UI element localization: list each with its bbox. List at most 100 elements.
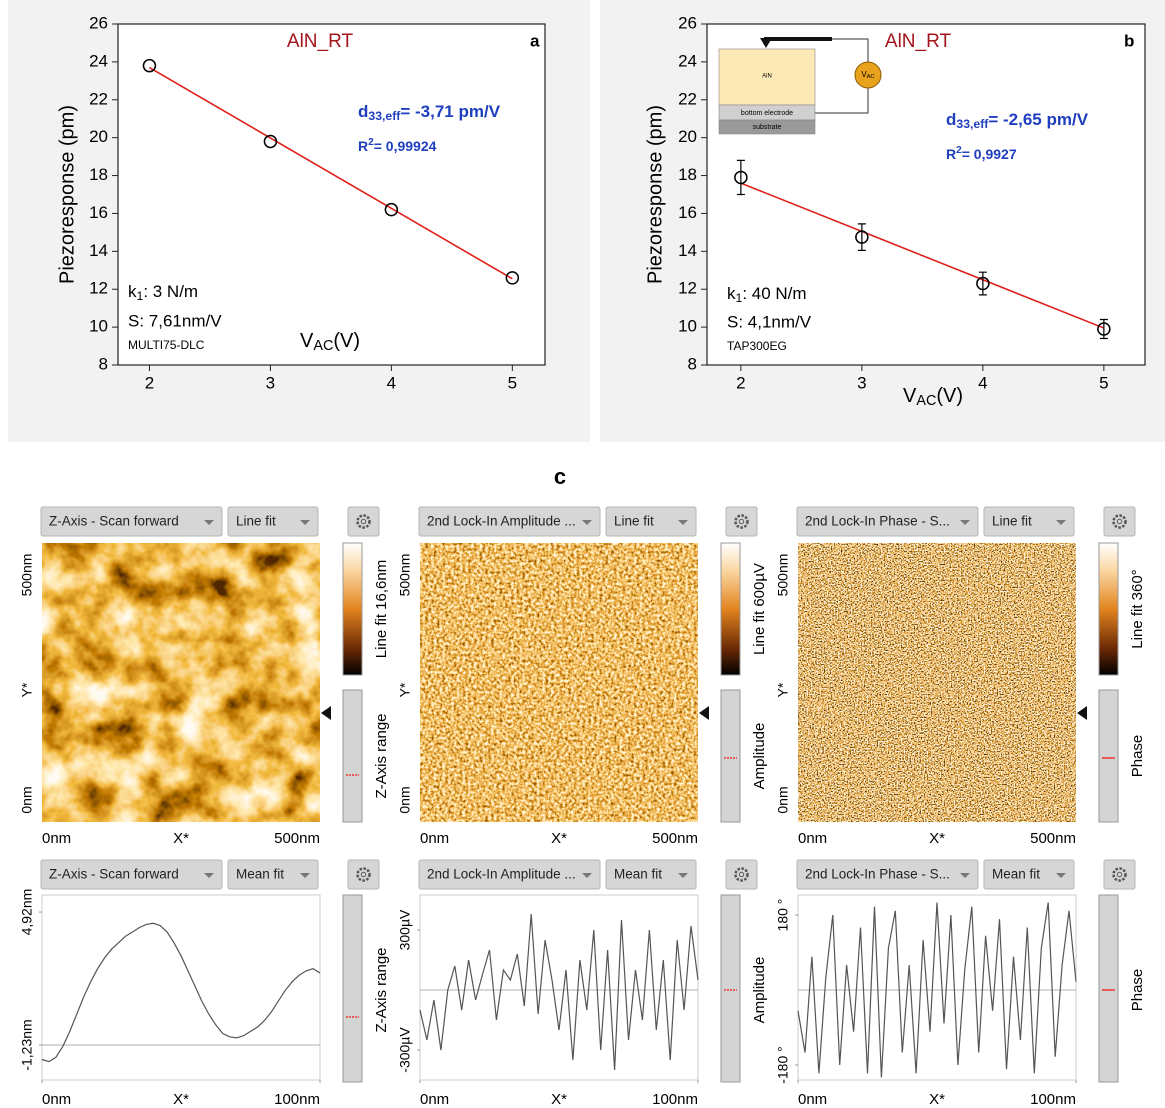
d33-annotation-part: = -2,65 pm/V bbox=[988, 110, 1088, 129]
dropdown bbox=[418, 506, 601, 537]
data-point bbox=[505, 271, 520, 285]
inset-layer-label: AlN bbox=[762, 74, 772, 80]
y-tick-label: 24 bbox=[89, 51, 108, 70]
y-tick-label: -300µV bbox=[397, 1027, 413, 1073]
r2-annotation-part: = 0,99924 bbox=[374, 138, 437, 154]
r2-annotation-part: = 0,9927 bbox=[962, 146, 1017, 162]
dropdown-arrow bbox=[582, 520, 592, 525]
settings-button bbox=[1103, 506, 1136, 537]
spring-constant: k1: 3 N/m bbox=[128, 282, 198, 302]
r2-annotation-part: R bbox=[358, 138, 368, 154]
y-axis-label: Piezoresponse (pm) bbox=[56, 105, 78, 284]
colorbar bbox=[720, 542, 741, 676]
x-axis-label-part: V bbox=[300, 330, 314, 352]
x-tick-label: 4 bbox=[978, 373, 987, 392]
spring-constant-part: k bbox=[128, 282, 137, 301]
sample-label: AlN_RT bbox=[287, 31, 354, 52]
data-point bbox=[734, 170, 748, 185]
error-bar bbox=[857, 223, 866, 251]
dropdown-arrow bbox=[960, 873, 970, 878]
d33-annotation-part: 33,eff bbox=[956, 117, 989, 131]
x-axis-label: X* bbox=[929, 1091, 945, 1108]
dropdown-label: Line fit bbox=[614, 514, 654, 529]
data-point bbox=[1097, 322, 1111, 336]
y-tick-label: 26 bbox=[678, 13, 697, 32]
dropdown-arrow bbox=[678, 520, 688, 525]
spring-constant-part: 1 bbox=[736, 291, 743, 305]
inset-wire bbox=[815, 38, 869, 114]
dropdown-label: 2nd Lock-In Amplitude ... bbox=[427, 514, 576, 529]
settings-button bbox=[347, 859, 380, 890]
settings-icon bbox=[1112, 867, 1127, 882]
spring-constant: k1: 40 N/m bbox=[727, 284, 807, 304]
x-axis-label: VAC(V) bbox=[300, 330, 360, 354]
dropdown-label: Mean fit bbox=[614, 867, 662, 882]
spring-constant-part: k bbox=[727, 284, 736, 303]
r2-annotation-part: 2 bbox=[956, 145, 962, 156]
x-axis-label-part: V bbox=[903, 385, 917, 407]
y-axis-label: Y* bbox=[775, 682, 791, 697]
x-tick-label: 2 bbox=[736, 373, 745, 392]
dropdown bbox=[227, 859, 319, 890]
probe-name: MULTI75-DLC bbox=[128, 338, 205, 352]
fit-line bbox=[740, 182, 1105, 329]
settings-button bbox=[725, 859, 758, 890]
y-tick-label: 26 bbox=[89, 13, 108, 32]
settings-icon bbox=[356, 514, 371, 529]
cursor-marker bbox=[321, 706, 331, 720]
range-bar bbox=[1098, 894, 1119, 1083]
y-tick-label: 12 bbox=[678, 279, 697, 298]
range-bar bbox=[342, 894, 363, 1083]
settings-icon-hole bbox=[738, 518, 745, 525]
sample-label: AlN_RT bbox=[885, 31, 952, 52]
y-axis-label: Y* bbox=[397, 682, 413, 697]
inset-source bbox=[854, 61, 882, 89]
data-point bbox=[263, 134, 278, 149]
d33-annotation-part: = -3,71 pm/V bbox=[400, 102, 500, 121]
x-axis-label: VAC(V) bbox=[903, 385, 963, 409]
profile-area bbox=[419, 894, 699, 1081]
y-tick-label: 8 bbox=[688, 354, 697, 373]
scan-image bbox=[420, 543, 698, 822]
dropdown-label: Mean fit bbox=[992, 867, 1040, 882]
range-bar bbox=[720, 689, 741, 823]
settings-icon-hole bbox=[1116, 871, 1123, 878]
dropdown bbox=[605, 859, 697, 890]
y-tick-label: 16 bbox=[89, 203, 108, 222]
dropdown bbox=[227, 506, 319, 537]
dropdown-label: Line fit bbox=[236, 514, 276, 529]
settings-icon-hole bbox=[1116, 518, 1123, 525]
settings-icon bbox=[734, 867, 749, 882]
range-label: Phase bbox=[1129, 969, 1146, 1012]
sensitivity: S: 7,61nm/V bbox=[128, 311, 222, 330]
error-bar bbox=[736, 159, 745, 196]
r2-annotation: R2= 0,9927 bbox=[946, 145, 1017, 162]
panel-letter: c bbox=[554, 464, 566, 489]
dropdown bbox=[40, 859, 223, 890]
r2-annotation-part: R bbox=[946, 146, 956, 162]
inset-electrode-label: bottom electrode bbox=[741, 110, 793, 117]
data-point bbox=[142, 58, 157, 73]
y-tick-label: 22 bbox=[89, 89, 108, 108]
y-axis-label: 0nm bbox=[19, 786, 35, 813]
dropdown-arrow bbox=[1056, 873, 1066, 878]
y-axis-label: 500nm bbox=[19, 554, 35, 597]
dropdown bbox=[605, 506, 697, 537]
dropdown bbox=[983, 859, 1075, 890]
dropdown-arrow bbox=[300, 873, 310, 878]
dropdown-label: 2nd Lock-In Amplitude ... bbox=[427, 867, 576, 882]
data-point bbox=[855, 230, 869, 244]
x-axis-label-part: (V) bbox=[333, 330, 360, 352]
range-bar bbox=[342, 689, 363, 823]
x-axis-label: 0nm bbox=[420, 830, 449, 847]
x-tick-label: 100nm bbox=[274, 1091, 320, 1108]
inset-source-label-part: AC bbox=[867, 74, 875, 80]
colorbar bbox=[342, 542, 363, 676]
x-axis-label: 0nm bbox=[42, 830, 71, 847]
x-tick-label: 100nm bbox=[1030, 1091, 1076, 1108]
y-tick-label: 14 bbox=[89, 241, 108, 260]
x-axis-label: X* bbox=[929, 830, 945, 847]
x-axis-label: 500nm bbox=[652, 830, 698, 847]
inset-layer bbox=[718, 48, 816, 106]
inset-substrate bbox=[718, 119, 816, 135]
